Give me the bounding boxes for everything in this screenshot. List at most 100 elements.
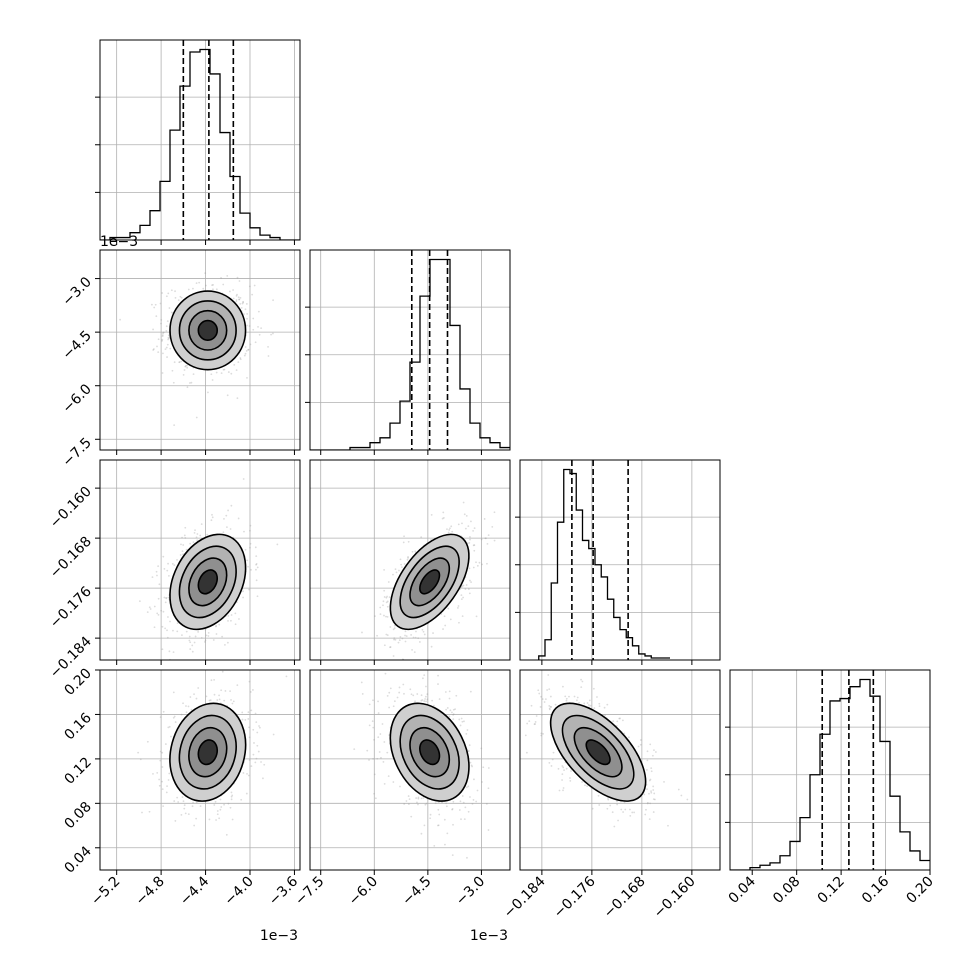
scatter-point — [458, 621, 460, 624]
scatter-point — [429, 817, 432, 820]
scatter-point — [235, 300, 238, 303]
scatter-point — [192, 541, 195, 544]
scatter-point — [459, 724, 462, 727]
scatter-point — [407, 557, 409, 559]
scatter-point — [444, 624, 447, 627]
scatter-point — [534, 723, 537, 725]
scatter-point — [618, 717, 621, 720]
scatter-point — [258, 726, 261, 729]
y-tick-label: −0.168 — [47, 534, 95, 582]
scatter-point — [524, 734, 527, 737]
scatter-point — [387, 775, 390, 778]
scatter-point — [403, 563, 406, 565]
scatter-point — [472, 566, 475, 569]
scatter-point — [586, 702, 589, 704]
scatter-point — [153, 626, 156, 629]
scatter-point — [456, 607, 459, 609]
scatter-point — [475, 800, 478, 803]
scatter-point — [227, 802, 230, 805]
scatter-point — [451, 711, 453, 714]
scatter-point — [372, 699, 374, 702]
scatter-point — [645, 808, 647, 811]
scatter-point — [420, 694, 423, 697]
scatter-point — [184, 526, 187, 529]
scatter-point — [236, 684, 239, 687]
scatter-point — [603, 706, 606, 709]
scatter-point — [411, 550, 414, 553]
scatter-point — [484, 537, 487, 540]
scatter-point — [191, 805, 194, 808]
scatter-point — [362, 667, 364, 669]
x-offset-label: 1e−3 — [260, 928, 298, 944]
scatter-point — [392, 705, 395, 708]
scatter-point — [446, 707, 449, 709]
y-tick-label: 0.16 — [61, 710, 94, 743]
scatter-point — [412, 636, 415, 639]
scatter-point — [389, 646, 392, 648]
panel-3-1: −7.5 −6.0 −4.5 −3.0 1e−3 — [292, 669, 511, 944]
scatter-point — [216, 699, 219, 701]
scatter-point — [249, 343, 252, 346]
scatter-point — [220, 689, 223, 692]
panel-1-1 — [305, 249, 511, 455]
scatter-point — [446, 528, 448, 531]
scatter-point — [471, 802, 474, 805]
scatter-point — [223, 803, 225, 806]
scatter-point — [216, 810, 219, 812]
scatter-point — [392, 655, 395, 657]
scatter-point — [548, 688, 551, 691]
y-tick-label: −4.5 — [59, 328, 94, 363]
scatter-point — [185, 705, 187, 707]
scatter-point — [151, 576, 154, 579]
scatter-point — [208, 699, 211, 702]
scatter-point — [176, 630, 179, 633]
scatter-point — [651, 754, 654, 757]
scatter-point — [448, 715, 451, 718]
scatter-point — [471, 765, 474, 768]
scatter-point — [472, 799, 475, 801]
x-tick-label: 0.12 — [815, 874, 848, 907]
scatter-point — [652, 811, 655, 813]
x-tick-label: 0.04 — [726, 873, 759, 906]
scatter-point — [160, 609, 163, 612]
scatter-point — [573, 695, 576, 698]
x-tick-label: −0.168 — [601, 874, 649, 922]
scatter-point — [417, 637, 420, 640]
scatter-point — [627, 736, 630, 739]
scatter-point — [398, 691, 401, 694]
scatter-point — [473, 549, 476, 552]
scatter-point — [137, 662, 139, 664]
scatter-point — [425, 685, 427, 688]
scatter-point — [366, 749, 369, 752]
scatter-point — [162, 555, 165, 558]
scatter-point — [244, 548, 247, 551]
scatter-point — [235, 369, 238, 371]
scatter-point — [168, 772, 171, 775]
scatter-point — [554, 703, 557, 706]
scatter-point — [256, 731, 259, 734]
scatter-point — [157, 613, 160, 616]
scatter-point — [218, 623, 221, 626]
scatter-point — [172, 651, 175, 653]
scatter-point — [182, 373, 185, 376]
scatter-point — [215, 819, 217, 821]
scatter-point — [168, 650, 171, 653]
scatter-point — [227, 615, 230, 617]
scatter-point — [233, 364, 236, 366]
scatter-point — [462, 501, 465, 504]
scatter-point — [394, 568, 397, 571]
scatter-point — [528, 720, 531, 723]
panel-2-2 — [515, 459, 721, 665]
scatter-point — [169, 620, 171, 623]
scatter-point — [235, 294, 238, 297]
scatter-point — [162, 331, 165, 334]
scatter-point — [248, 736, 251, 739]
scatter-point — [203, 641, 206, 643]
scatter-point — [172, 691, 175, 694]
scatter-point — [379, 606, 382, 609]
scatter-point — [475, 561, 477, 564]
scatter-point — [604, 714, 606, 717]
scatter-point — [237, 361, 240, 364]
scatter-point — [433, 844, 436, 847]
scatter-point — [469, 761, 472, 764]
